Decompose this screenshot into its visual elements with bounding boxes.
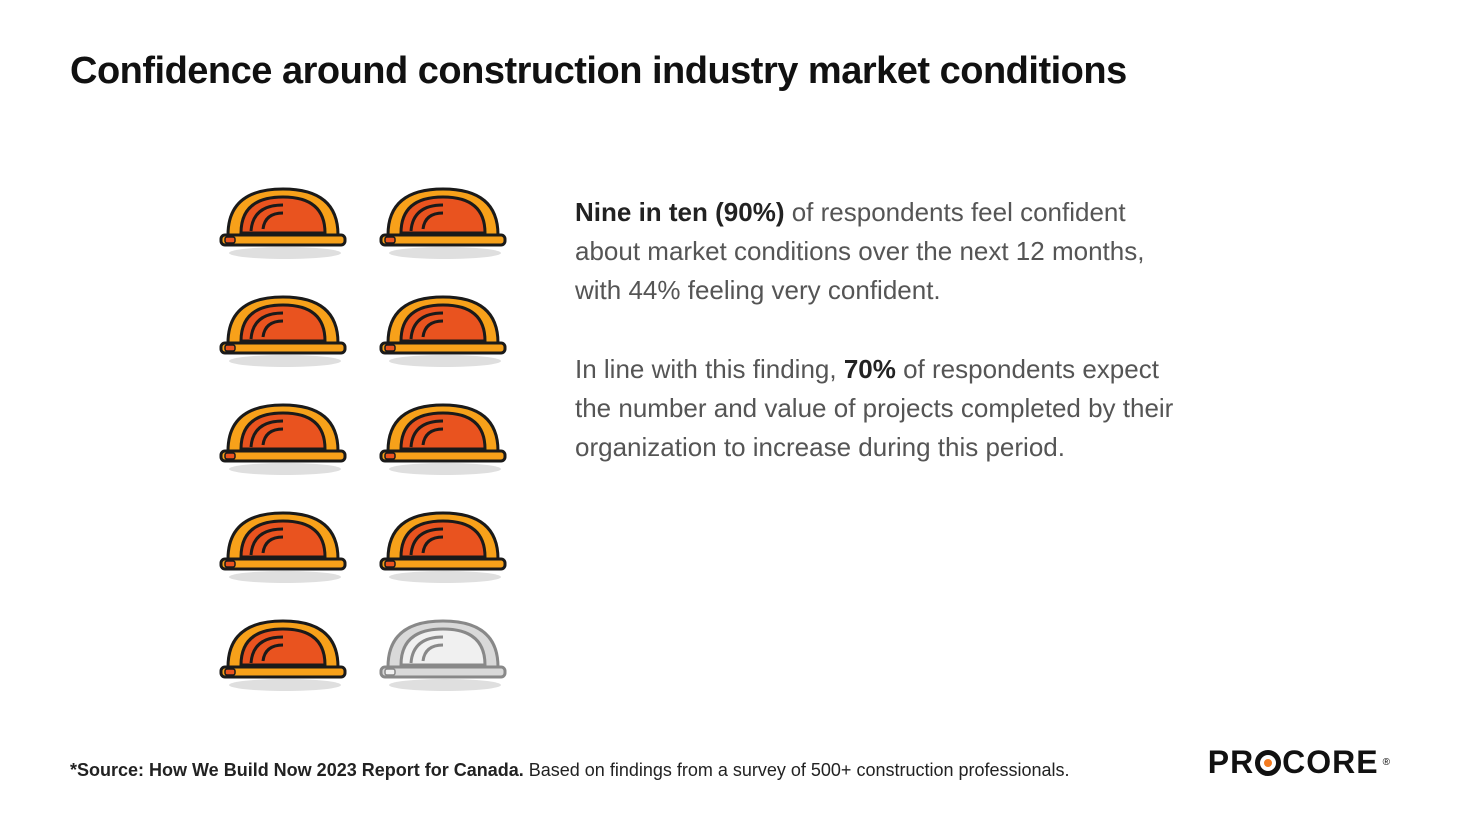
- para2-bold: 70%: [844, 354, 896, 384]
- logo-o-icon: [1255, 750, 1281, 776]
- paragraph-1: Nine in ten (90%) of respondents feel co…: [575, 193, 1195, 310]
- content-row: Nine in ten (90%) of respondents feel co…: [70, 153, 1390, 693]
- hardhat-filled-icon: [210, 477, 355, 585]
- hardhat-filled-icon: [210, 585, 355, 693]
- text-column: Nine in ten (90%) of respondents feel co…: [575, 153, 1195, 507]
- hardhat-filled-icon: [370, 153, 515, 261]
- hardhat-icon: [373, 603, 513, 693]
- hardhat-icon: [213, 387, 353, 477]
- source-rest: Based on findings from a survey of 500+ …: [524, 760, 1070, 780]
- hardhat-filled-icon: [210, 261, 355, 369]
- hardhat-icon: [213, 495, 353, 585]
- hardhat-filled-icon: [370, 369, 515, 477]
- logo-registered: ®: [1383, 757, 1390, 768]
- hardhat-icon: [373, 387, 513, 477]
- logo-text-post: CORE: [1282, 744, 1378, 781]
- procore-logo: PR CORE ®: [1208, 744, 1390, 781]
- paragraph-2: In line with this finding, 70% of respon…: [575, 350, 1195, 467]
- hardhat-icon: [373, 171, 513, 261]
- hardhat-empty-icon: [370, 585, 515, 693]
- slide-title: Confidence around construction industry …: [70, 50, 1390, 93]
- hardhat-filled-icon: [210, 153, 355, 261]
- hardhat-pictograph: [210, 153, 515, 693]
- para1-bold: Nine in ten (90%): [575, 197, 784, 227]
- hardhat-icon: [373, 495, 513, 585]
- para2-pre: In line with this finding,: [575, 354, 844, 384]
- hardhat-filled-icon: [370, 477, 515, 585]
- logo-text-pre: PR: [1208, 744, 1254, 781]
- source-citation: *Source: How We Build Now 2023 Report fo…: [70, 760, 1070, 781]
- hardhat-icon: [373, 279, 513, 369]
- hardhat-icon: [213, 279, 353, 369]
- hardhat-icon: [213, 171, 353, 261]
- footer: *Source: How We Build Now 2023 Report fo…: [70, 744, 1390, 781]
- slide-container: Confidence around construction industry …: [0, 0, 1460, 821]
- source-bold: *Source: How We Build Now 2023 Report fo…: [70, 760, 524, 780]
- hardhat-icon: [213, 603, 353, 693]
- hardhat-filled-icon: [370, 261, 515, 369]
- hardhat-filled-icon: [210, 369, 355, 477]
